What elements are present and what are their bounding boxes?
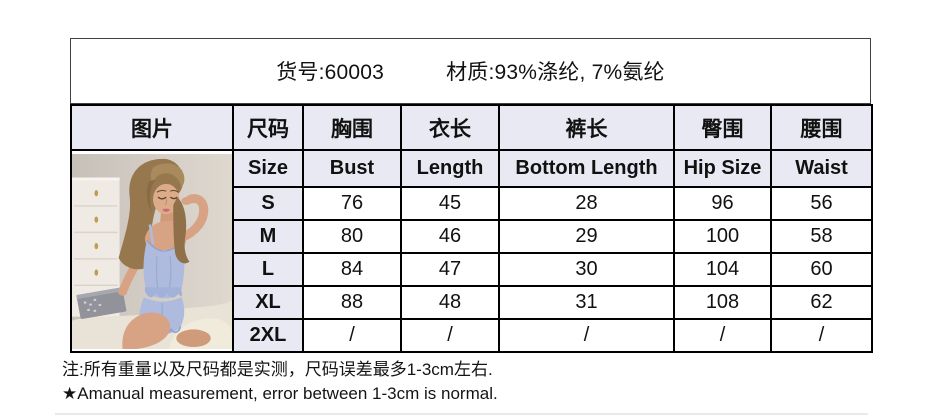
size-label: XL — [232, 285, 304, 320]
length-value: / — [400, 318, 500, 353]
hip-value: 100 — [673, 219, 772, 254]
length-value: 45 — [400, 186, 500, 221]
material-info: 材质:93%涤纶, 7%氨纶 — [446, 61, 665, 84]
gray-board — [76, 286, 127, 319]
size-label: 2XL — [232, 318, 304, 353]
hip-value: / — [673, 318, 772, 353]
waist-value: 62 — [770, 285, 873, 320]
header-cn-bust: 胸围 — [302, 104, 402, 151]
model-photo — [73, 153, 231, 349]
note-en: ★Amanual measurement, error between 1-3c… — [62, 384, 498, 403]
bust-value: 88 — [302, 285, 402, 320]
header-en-bust: Bust — [302, 149, 402, 188]
bottom-divider — [55, 413, 868, 415]
item-number: 货号:60003 — [276, 61, 385, 84]
length-value: 46 — [400, 219, 500, 254]
model-figure — [118, 158, 211, 349]
bottom-length-value: / — [498, 318, 675, 353]
hip-value: 96 — [673, 186, 772, 221]
header-cn-image: 图片 — [70, 104, 234, 151]
size-table: 图片 尺码 胸围 衣长 裤长 臀围 腰围 — [70, 104, 873, 353]
header-cn-size: 尺码 — [232, 104, 304, 151]
table-row-size-m: M 80 46 29 100 58 — [71, 219, 873, 254]
bust-value: 76 — [302, 186, 402, 221]
waist-value: / — [770, 318, 873, 353]
model-photo-illustration — [73, 153, 231, 349]
bust-value: / — [302, 318, 402, 353]
header-en-hip: Hip Size — [673, 149, 772, 188]
header-en-bottom-length: Bottom Length — [498, 149, 675, 188]
table-row-size-s: S 76 45 28 96 56 — [71, 186, 873, 221]
hip-value: 104 — [673, 252, 772, 287]
table-row-header-cn: 图片 尺码 胸围 衣长 裤长 臀围 腰围 — [70, 104, 873, 151]
table-row-size-l: L 84 47 30 104 60 — [71, 252, 873, 287]
header-cn-length: 衣长 — [400, 104, 500, 151]
size-label: L — [232, 252, 304, 287]
bust-value: 80 — [302, 219, 402, 254]
table-row-header-en: Size Bust Length Bottom Length Hip Size … — [70, 149, 873, 353]
header-en-length: Length — [400, 149, 500, 188]
bust-value: 84 — [302, 252, 402, 287]
bottom-length-value: 28 — [498, 186, 675, 221]
model-photo-cell — [70, 149, 234, 353]
header-cn-waist: 腰围 — [770, 104, 873, 151]
table-row-size-xl: XL 88 48 31 108 62 — [71, 285, 873, 320]
size-label: M — [232, 219, 304, 254]
header-cn-hip: 臀围 — [673, 104, 772, 151]
product-info-box: 货号:60003 材质:93%涤纶, 7%氨纶 — [70, 38, 871, 104]
size-label: S — [232, 186, 304, 221]
header-en-size: Size — [232, 149, 304, 188]
bottom-length-value: 30 — [498, 252, 675, 287]
waist-value: 56 — [770, 186, 873, 221]
header-cn-bottom-length: 裤长 — [498, 104, 675, 151]
bottom-length-value: 29 — [498, 219, 675, 254]
bottom-length-value: 31 — [498, 285, 675, 320]
length-value: 47 — [400, 252, 500, 287]
note-cn: 注:所有重量以及尺码都是实测，尺码误差最多1-3cm左右. — [62, 360, 493, 379]
table-row-size-2xl: 2XL / / / / / — [71, 318, 873, 353]
length-value: 48 — [400, 285, 500, 320]
footnotes: 注:所有重量以及尺码都是实测，尺码误差最多1-3cm左右. ★Amanual m… — [62, 358, 498, 406]
waist-value: 60 — [770, 252, 873, 287]
waist-value: 58 — [770, 219, 873, 254]
header-en-waist: Waist — [770, 149, 873, 188]
hip-value: 108 — [673, 285, 772, 320]
